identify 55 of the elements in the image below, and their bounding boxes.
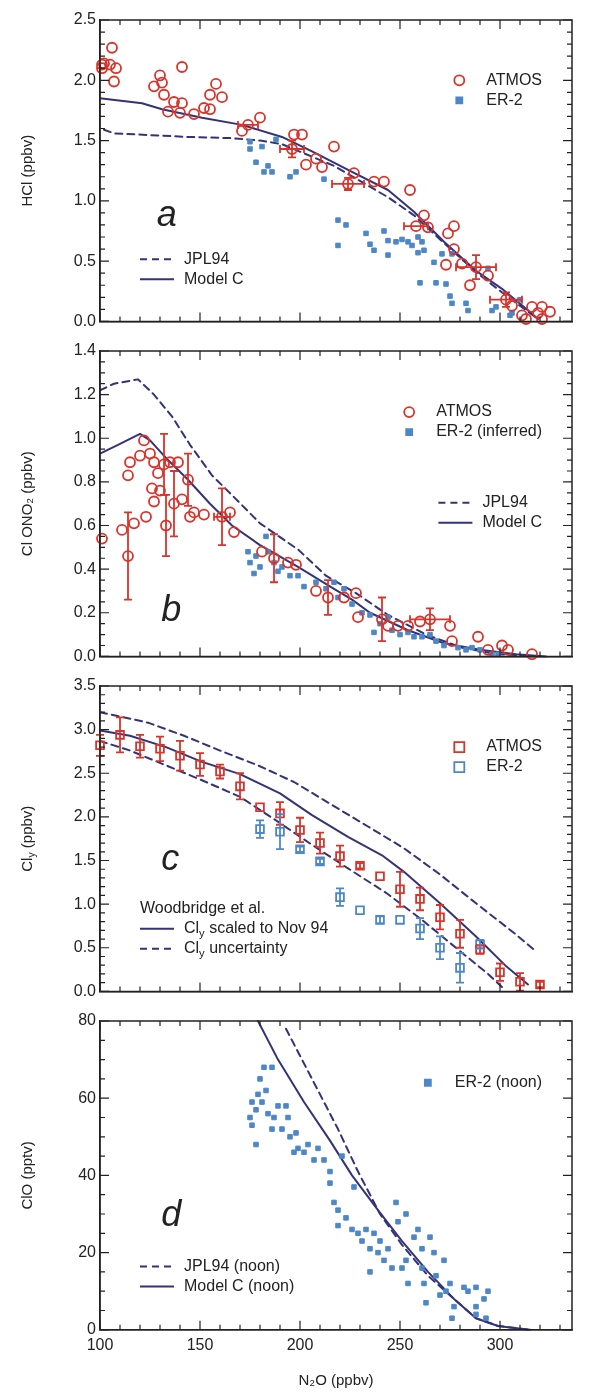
y-tick-label: 0.2 xyxy=(73,603,97,621)
y-tick-label: 0.8 xyxy=(73,472,97,490)
y-tick-label: 0.0 xyxy=(73,311,97,329)
x-axis-title: N₂O (ppbv) xyxy=(298,1371,374,1389)
x-tick-label: 200 xyxy=(286,1335,314,1353)
legend-label: ER-2 (noon) xyxy=(454,1073,543,1091)
y-tick-label: 2.0 xyxy=(73,70,97,88)
y-tick-label: 80 xyxy=(78,1011,97,1029)
y-tick-label: 3.5 xyxy=(73,676,97,694)
y-tick-label: 60 xyxy=(78,1088,97,1106)
y-tick-label: 0.6 xyxy=(73,515,97,533)
annotation: b xyxy=(161,587,182,629)
x-tick-label: 300 xyxy=(486,1335,514,1353)
y-tick-label: 2.0 xyxy=(73,807,97,825)
y-tick-label: 1.2 xyxy=(73,385,97,403)
annotation: a xyxy=(156,192,177,234)
legend-label: Model C xyxy=(482,513,542,531)
y-tick-label: 2.5 xyxy=(73,10,97,28)
y-tick-label: 0.4 xyxy=(73,559,97,577)
y-tick-label: 20 xyxy=(78,1243,97,1261)
y-tick-label: 0.5 xyxy=(73,938,97,956)
legend-label: ATMOS xyxy=(486,737,542,755)
y-tick-label: 3.0 xyxy=(73,720,97,738)
legend-label: JPL94 xyxy=(482,493,528,511)
annotation: d xyxy=(161,1192,183,1234)
y-tick-label: 1.5 xyxy=(73,850,97,868)
legend-label: JPL94 (noon) xyxy=(184,1256,281,1274)
y-tick-label: 1.4 xyxy=(73,341,97,359)
y-tick-label: 0 xyxy=(87,1320,97,1338)
y-tick-label: 0.0 xyxy=(73,981,97,999)
legend-label: ER-2 (inferred) xyxy=(436,422,543,440)
legend-label: ER-2 xyxy=(486,757,523,775)
y-tick-label: 2.5 xyxy=(73,763,97,781)
y-tick-label: 1.0 xyxy=(73,191,97,209)
x-tick-label: 250 xyxy=(386,1335,414,1353)
y-tick-label: 1.5 xyxy=(73,130,97,148)
annotation: c xyxy=(161,837,180,879)
x-tick-label: 150 xyxy=(186,1335,214,1353)
legend-label: Model C (noon) xyxy=(184,1276,295,1294)
y-axis-title: HCl (ppbv) xyxy=(18,134,36,207)
legend-label: ATMOS xyxy=(436,402,492,420)
x-tick-label: 100 xyxy=(86,1335,114,1353)
y-axis-title: Cl ONO₂ (ppbv) xyxy=(18,451,36,557)
legend-title: Woodbridge et al. xyxy=(140,899,266,917)
y-axis-title: ClO (pptv) xyxy=(18,1141,36,1210)
legend-label: ATMOS xyxy=(486,70,542,88)
y-tick-label: 0.5 xyxy=(73,251,97,269)
legend-label: ER-2 xyxy=(486,90,523,108)
y-tick-label: 0.0 xyxy=(73,646,97,664)
legend-label: JPL94 xyxy=(184,249,230,267)
y-tick-label: 40 xyxy=(78,1165,97,1183)
legend-label: Model C xyxy=(184,269,244,287)
y-axis-title: Cly (ppbv) xyxy=(18,805,38,872)
y-tick-label: 1.0 xyxy=(73,894,97,912)
y-tick-label: 1.0 xyxy=(73,428,97,446)
